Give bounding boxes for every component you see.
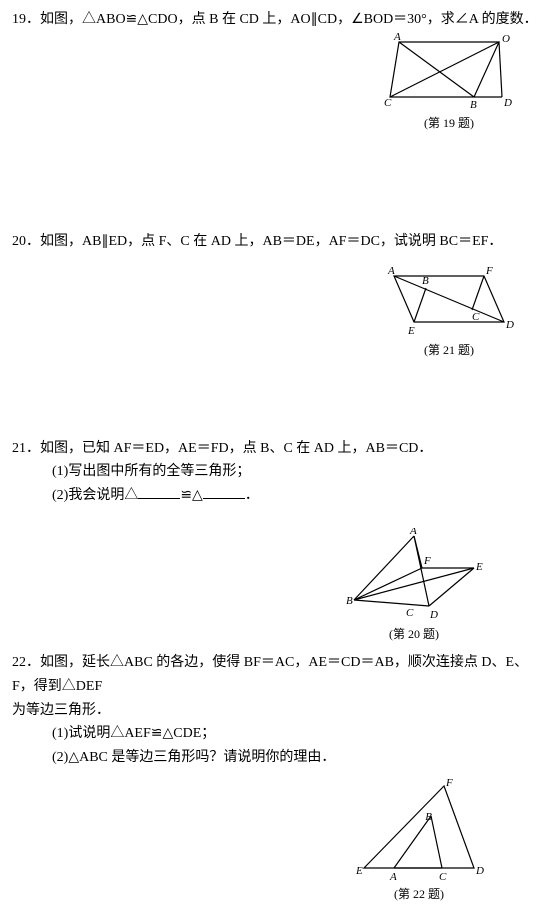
figure-21: A F E B C D (第 20 题) bbox=[344, 528, 484, 642]
problem-20-stem: 20．如图，AB∥ED，点 F、C 在 AD 上，AB＝DE，AF＝DC，试说明… bbox=[12, 230, 544, 254]
figure-19: A O C B D (第 19 题) bbox=[384, 32, 514, 131]
problem-19-text: 如图，△ABO≌△CDO，点 B 在 CD 上，AO∥CD，∠BOD＝30°，求… bbox=[40, 12, 538, 27]
problem-20-text: 如图，AB∥ED，点 F、C 在 AD 上，AB＝DE，AF＝DC，试说明 BC… bbox=[40, 234, 502, 249]
problem-21-stem: 21．如图，已知 AF＝ED，AE＝FD，点 B、C 在 AD 上，AB＝CD． bbox=[12, 437, 544, 461]
lbl-C: C bbox=[472, 311, 480, 323]
problem-22-sub2: (2)△ABC 是等边三角形吗？请说明你的理由． bbox=[12, 746, 544, 770]
problem-22-stem: 22．如图，延长△ABC 的各边，使得 BF＝AC，AE＝CD＝AB，顺次连接点… bbox=[12, 651, 544, 699]
problem-22-text1: 如图，延长△ABC 的各边，使得 BF＝AC，AE＝CD＝AB，顺次连接点 D、… bbox=[12, 655, 528, 694]
figure-20: A B F E C D (第 21 题) bbox=[384, 264, 514, 358]
lbl-C: C bbox=[384, 97, 392, 109]
spacer bbox=[12, 367, 544, 437]
figure-19-caption: (第 19 题) bbox=[384, 114, 514, 131]
lbl-F: F bbox=[445, 778, 453, 789]
lbl-B: B bbox=[470, 99, 477, 111]
figure-20-wrap: A B F E C D (第 21 题) bbox=[12, 264, 544, 359]
figure-22: F B A C E D (第 22 题) bbox=[354, 778, 484, 902]
problem-19-num: 19． bbox=[12, 12, 40, 27]
lbl-O: O bbox=[502, 33, 510, 45]
figure-22-caption: (第 22 题) bbox=[354, 885, 484, 902]
problem-21-sub1: (1)写出图中所有的全等三角形； bbox=[12, 460, 544, 484]
lbl-D: D bbox=[429, 609, 438, 621]
problem-21: 21．如图，已知 AF＝ED，AE＝FD，点 B、C 在 AD 上，AB＝CD．… bbox=[12, 437, 544, 643]
p21-s2b: ≌△ bbox=[180, 488, 203, 503]
blank-1[interactable] bbox=[138, 484, 180, 499]
lbl-C: C bbox=[439, 871, 447, 883]
problem-20-num: 20． bbox=[12, 234, 40, 249]
problem-22-sub1: (1)试说明△AEF≌△CDE； bbox=[12, 722, 544, 746]
lbl-D: D bbox=[475, 865, 484, 877]
figure-19-wrap: A O C B D (第 19 题) bbox=[12, 32, 544, 132]
lbl-B: B bbox=[425, 811, 432, 823]
lbl-A: A bbox=[389, 871, 397, 883]
figure-22-wrap: F B A C E D (第 22 题) bbox=[12, 778, 544, 903]
problem-19-stem: 19．如图，△ABO≌△CDO，点 B 在 CD 上，AO∥CD，∠BOD＝30… bbox=[12, 8, 544, 32]
lbl-F: F bbox=[485, 265, 493, 277]
lbl-E: E bbox=[407, 325, 415, 337]
problem-19: 19．如图，△ABO≌△CDO，点 B 在 CD 上，AO∥CD，∠BOD＝30… bbox=[12, 8, 544, 132]
blank-2[interactable] bbox=[203, 484, 245, 499]
lbl-C: C bbox=[406, 607, 414, 619]
problem-22: 22．如图，延长△ABC 的各边，使得 BF＝AC，AE＝CD＝AB，顺次连接点… bbox=[12, 651, 544, 903]
p21-s2c: ． bbox=[245, 488, 259, 503]
problem-21-text: 如图，已知 AF＝ED，AE＝FD，点 B、C 在 AD 上，AB＝CD． bbox=[40, 441, 432, 456]
lbl-A: A bbox=[387, 265, 395, 277]
p21-s2a: (2)我会说明△ bbox=[52, 488, 138, 503]
problem-21-num: 21． bbox=[12, 441, 40, 456]
figure-21-caption: (第 20 题) bbox=[344, 625, 484, 642]
lbl-B: B bbox=[422, 275, 429, 287]
problem-22-num: 22． bbox=[12, 655, 40, 670]
lbl-A: A bbox=[393, 32, 401, 43]
figure-20-caption: (第 21 题) bbox=[384, 341, 514, 358]
problem-21-sub2: (2)我会说明△ ≌△ ． bbox=[12, 484, 544, 508]
lbl-B: B bbox=[346, 595, 353, 607]
problem-22-text2: 为等边三角形． bbox=[12, 699, 544, 723]
lbl-E: E bbox=[355, 865, 363, 877]
lbl-D: D bbox=[503, 97, 512, 109]
lbl-D: D bbox=[505, 319, 514, 331]
spacer bbox=[12, 140, 544, 230]
problem-20: 20．如图，AB∥ED，点 F、C 在 AD 上，AB＝DE，AF＝DC，试说明… bbox=[12, 230, 544, 359]
lbl-F: F bbox=[423, 555, 431, 567]
lbl-A: A bbox=[409, 528, 417, 537]
figure-21-wrap: A F E B C D (第 20 题) bbox=[12, 528, 544, 643]
lbl-E: E bbox=[475, 561, 483, 573]
